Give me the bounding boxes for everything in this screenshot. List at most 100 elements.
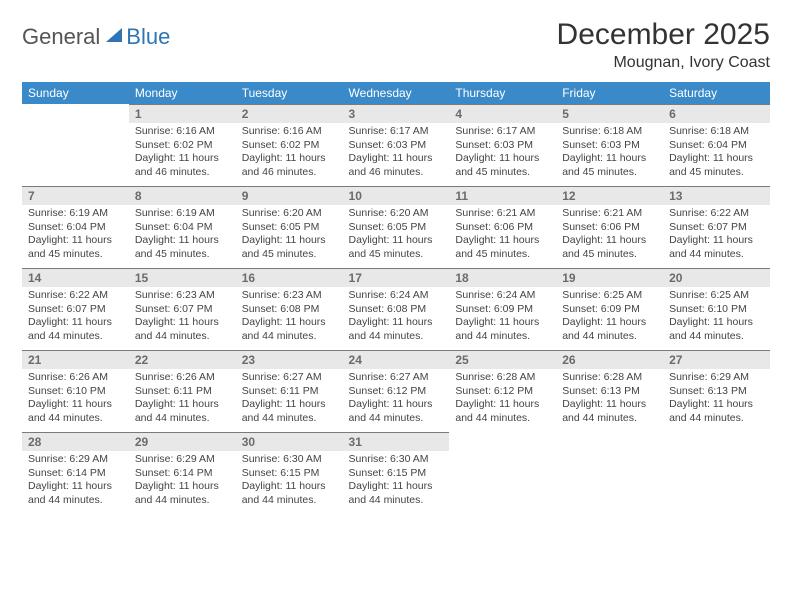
day-number: 16 (236, 268, 343, 287)
day-number: 3 (343, 104, 450, 123)
sunrise-text: Sunrise: 6:25 AM (669, 289, 764, 303)
day-details: Sunrise: 6:16 AMSunset: 6:02 PMDaylight:… (129, 123, 236, 184)
calendar-cell: 5Sunrise: 6:18 AMSunset: 6:03 PMDaylight… (556, 104, 663, 186)
daylight-text: Daylight: 11 hours and 44 minutes. (455, 316, 550, 343)
daylight-text: Daylight: 11 hours and 44 minutes. (455, 398, 550, 425)
daylight-text: Daylight: 11 hours and 45 minutes. (455, 152, 550, 179)
calendar-table: Sunday Monday Tuesday Wednesday Thursday… (22, 82, 770, 514)
sunset-text: Sunset: 6:12 PM (455, 385, 550, 399)
sunset-text: Sunset: 6:09 PM (562, 303, 657, 317)
calendar-cell: 11Sunrise: 6:21 AMSunset: 6:06 PMDayligh… (449, 186, 556, 268)
sunset-text: Sunset: 6:13 PM (562, 385, 657, 399)
sunset-text: Sunset: 6:11 PM (135, 385, 230, 399)
sunset-text: Sunset: 6:13 PM (669, 385, 764, 399)
sunset-text: Sunset: 6:04 PM (28, 221, 123, 235)
daylight-text: Daylight: 11 hours and 46 minutes. (349, 152, 444, 179)
day-number: 17 (343, 268, 450, 287)
day-details: Sunrise: 6:23 AMSunset: 6:08 PMDaylight:… (236, 287, 343, 348)
daylight-text: Daylight: 11 hours and 44 minutes. (562, 398, 657, 425)
sunrise-text: Sunrise: 6:19 AM (28, 207, 123, 221)
page-title: December 2025 (557, 18, 770, 52)
sunrise-text: Sunrise: 6:26 AM (28, 371, 123, 385)
day-header: Monday (129, 82, 236, 104)
day-details: Sunrise: 6:30 AMSunset: 6:15 PMDaylight:… (343, 451, 450, 512)
daylight-text: Daylight: 11 hours and 44 minutes. (669, 234, 764, 261)
day-details: Sunrise: 6:28 AMSunset: 6:13 PMDaylight:… (556, 369, 663, 430)
day-header-row: Sunday Monday Tuesday Wednesday Thursday… (22, 82, 770, 104)
sunrise-text: Sunrise: 6:18 AM (562, 125, 657, 139)
day-number: 12 (556, 186, 663, 205)
calendar-cell: 25Sunrise: 6:28 AMSunset: 6:12 PMDayligh… (449, 350, 556, 432)
sunset-text: Sunset: 6:04 PM (669, 139, 764, 153)
header: General Blue December 2025 Mougnan, Ivor… (22, 18, 770, 72)
sunrise-text: Sunrise: 6:30 AM (242, 453, 337, 467)
sunrise-text: Sunrise: 6:28 AM (455, 371, 550, 385)
day-number: 11 (449, 186, 556, 205)
calendar-cell: 30Sunrise: 6:30 AMSunset: 6:15 PMDayligh… (236, 432, 343, 514)
day-number: 7 (22, 186, 129, 205)
sunset-text: Sunset: 6:08 PM (242, 303, 337, 317)
calendar-cell: 1Sunrise: 6:16 AMSunset: 6:02 PMDaylight… (129, 104, 236, 186)
day-details: Sunrise: 6:20 AMSunset: 6:05 PMDaylight:… (343, 205, 450, 266)
calendar-cell: 15Sunrise: 6:23 AMSunset: 6:07 PMDayligh… (129, 268, 236, 350)
calendar-cell: 20Sunrise: 6:25 AMSunset: 6:10 PMDayligh… (663, 268, 770, 350)
sunrise-text: Sunrise: 6:20 AM (242, 207, 337, 221)
calendar-cell: 24Sunrise: 6:27 AMSunset: 6:12 PMDayligh… (343, 350, 450, 432)
sunrise-text: Sunrise: 6:27 AM (242, 371, 337, 385)
calendar-cell: 22Sunrise: 6:26 AMSunset: 6:11 PMDayligh… (129, 350, 236, 432)
day-details: Sunrise: 6:23 AMSunset: 6:07 PMDaylight:… (129, 287, 236, 348)
calendar-cell: 17Sunrise: 6:24 AMSunset: 6:08 PMDayligh… (343, 268, 450, 350)
calendar-cell: 12Sunrise: 6:21 AMSunset: 6:06 PMDayligh… (556, 186, 663, 268)
day-details: Sunrise: 6:19 AMSunset: 6:04 PMDaylight:… (22, 205, 129, 266)
daylight-text: Daylight: 11 hours and 45 minutes. (242, 234, 337, 261)
sunset-text: Sunset: 6:14 PM (28, 467, 123, 481)
sunrise-text: Sunrise: 6:22 AM (669, 207, 764, 221)
day-number: 23 (236, 350, 343, 369)
calendar-cell: 27Sunrise: 6:29 AMSunset: 6:13 PMDayligh… (663, 350, 770, 432)
day-details: Sunrise: 6:21 AMSunset: 6:06 PMDaylight:… (449, 205, 556, 266)
day-details: Sunrise: 6:16 AMSunset: 6:02 PMDaylight:… (236, 123, 343, 184)
sunset-text: Sunset: 6:02 PM (242, 139, 337, 153)
day-number: 22 (129, 350, 236, 369)
sunrise-text: Sunrise: 6:17 AM (349, 125, 444, 139)
sunrise-text: Sunrise: 6:21 AM (562, 207, 657, 221)
sunrise-text: Sunrise: 6:24 AM (455, 289, 550, 303)
day-details: Sunrise: 6:29 AMSunset: 6:14 PMDaylight:… (22, 451, 129, 512)
day-details: Sunrise: 6:17 AMSunset: 6:03 PMDaylight:… (343, 123, 450, 184)
daylight-text: Daylight: 11 hours and 44 minutes. (349, 480, 444, 507)
day-details: Sunrise: 6:30 AMSunset: 6:15 PMDaylight:… (236, 451, 343, 512)
calendar-cell: 3Sunrise: 6:17 AMSunset: 6:03 PMDaylight… (343, 104, 450, 186)
daylight-text: Daylight: 11 hours and 44 minutes. (242, 316, 337, 343)
calendar-cell: 29Sunrise: 6:29 AMSunset: 6:14 PMDayligh… (129, 432, 236, 514)
day-details: Sunrise: 6:27 AMSunset: 6:11 PMDaylight:… (236, 369, 343, 430)
daylight-text: Daylight: 11 hours and 45 minutes. (135, 234, 230, 261)
day-details: Sunrise: 6:20 AMSunset: 6:05 PMDaylight:… (236, 205, 343, 266)
sunrise-text: Sunrise: 6:29 AM (28, 453, 123, 467)
day-details: Sunrise: 6:17 AMSunset: 6:03 PMDaylight:… (449, 123, 556, 184)
calendar-cell: 28Sunrise: 6:29 AMSunset: 6:14 PMDayligh… (22, 432, 129, 514)
sunrise-text: Sunrise: 6:25 AM (562, 289, 657, 303)
calendar-cell: 18 Sunrise: 6:24 AMSunset: 6:09 PMDayligh… (449, 268, 556, 350)
day-details: Sunrise: 6:19 AMSunset: 6:04 PMDaylight:… (129, 205, 236, 266)
calendar-week-row: 21Sunrise: 6:26 AMSunset: 6:10 PMDayligh… (22, 350, 770, 432)
sunrise-text: Sunrise: 6:24 AM (349, 289, 444, 303)
sunset-text: Sunset: 6:15 PM (242, 467, 337, 481)
calendar-cell: 19Sunrise: 6:25 AMSunset: 6:09 PMDayligh… (556, 268, 663, 350)
day-number: 15 (129, 268, 236, 287)
calendar-cell: 7Sunrise: 6:19 AMSunset: 6:04 PMDaylight… (22, 186, 129, 268)
day-details: Sunrise: 6:29 AMSunset: 6:14 PMDaylight:… (129, 451, 236, 512)
sunset-text: Sunset: 6:09 PM (455, 303, 550, 317)
sunset-text: Sunset: 6:10 PM (28, 385, 123, 399)
daylight-text: Daylight: 11 hours and 44 minutes. (669, 316, 764, 343)
sunrise-text: Sunrise: 6:17 AM (455, 125, 550, 139)
day-details: Sunrise: 6:26 AMSunset: 6:10 PMDaylight:… (22, 369, 129, 430)
sunset-text: Sunset: 6:15 PM (349, 467, 444, 481)
daylight-text: Daylight: 11 hours and 44 minutes. (135, 316, 230, 343)
calendar-cell (22, 104, 129, 186)
day-details: Sunrise: 6:22 AMSunset: 6:07 PMDaylight:… (22, 287, 129, 348)
day-details: Sunrise: 6:28 AMSunset: 6:12 PMDaylight:… (449, 369, 556, 430)
day-number: 18 (449, 268, 556, 287)
calendar-week-row: 14Sunrise: 6:22 AMSunset: 6:07 PMDayligh… (22, 268, 770, 350)
day-number: 13 (663, 186, 770, 205)
logo-sail-icon (104, 26, 124, 49)
